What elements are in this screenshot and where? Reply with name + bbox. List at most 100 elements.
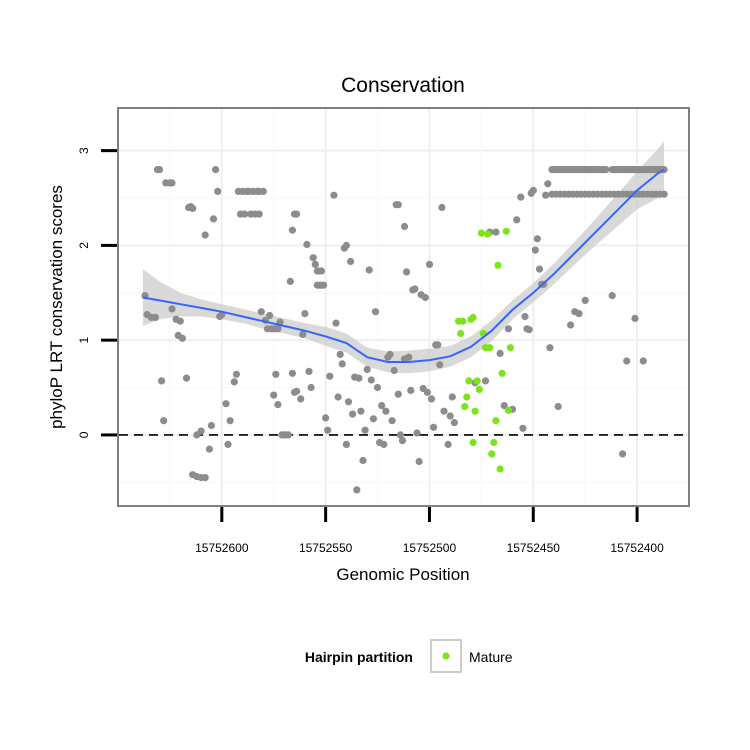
data-point (272, 370, 280, 378)
data-point (305, 367, 313, 375)
data-point (347, 257, 355, 266)
mature-point (469, 438, 477, 447)
data-point (226, 417, 234, 425)
grid-lines (119, 109, 688, 505)
data-point (365, 266, 373, 274)
data-point (224, 440, 232, 448)
mature-point (465, 377, 473, 385)
data-point (284, 431, 292, 439)
mature-point (471, 407, 479, 415)
data-point (371, 308, 380, 316)
data-point (533, 235, 542, 243)
data-point (446, 412, 454, 420)
data-point (197, 427, 205, 435)
data-point (546, 344, 554, 352)
data-point (293, 387, 301, 395)
data-point (342, 241, 350, 249)
legend-title: Hairpin partition (305, 649, 413, 665)
y-tick-label: 1 (77, 337, 91, 344)
data-point (232, 370, 240, 378)
mature-point (461, 402, 469, 411)
data-point (403, 268, 411, 276)
data-point (411, 285, 419, 293)
data-point (309, 254, 317, 262)
data-point (286, 277, 294, 285)
data-point (529, 186, 537, 194)
data-point (492, 228, 500, 236)
data-point (531, 246, 539, 254)
data-point (394, 201, 402, 209)
mature-point (473, 377, 481, 385)
mature-point (469, 313, 477, 321)
data-point (380, 440, 388, 448)
data-point (330, 191, 338, 199)
data-point (361, 426, 369, 434)
data-point (353, 486, 361, 494)
mature-point (490, 438, 498, 447)
x-axis-label: Genomic Position (336, 565, 469, 584)
data-point (342, 440, 350, 448)
data-point (517, 193, 525, 201)
data-point (324, 426, 332, 434)
legend-key-mature (442, 652, 450, 660)
data-point (270, 391, 278, 399)
data-point (322, 414, 330, 422)
data-point (212, 166, 220, 174)
data-point (500, 402, 508, 410)
data-point (396, 431, 404, 439)
data-point (363, 365, 371, 374)
data-point (274, 325, 282, 333)
data-point (207, 421, 215, 430)
data-point (631, 314, 639, 322)
data-point (535, 265, 544, 273)
data-point (297, 395, 305, 403)
data-point (151, 313, 159, 321)
x-tick-label: 15752400 (610, 541, 664, 555)
legend-label-mature: Mature (469, 649, 513, 665)
data-point (168, 179, 176, 187)
mature-point (459, 317, 467, 325)
data-point (496, 349, 504, 357)
mature-point (502, 227, 510, 235)
data-point (405, 353, 413, 361)
data-point (257, 308, 265, 316)
data-point (373, 383, 382, 392)
data-point (369, 415, 377, 423)
data-point (332, 319, 340, 327)
data-point (434, 341, 442, 349)
data-point (307, 383, 315, 392)
data-point (299, 330, 307, 339)
data-point (438, 203, 446, 212)
data-point (355, 374, 363, 382)
mature-point (475, 385, 483, 393)
data-point (513, 216, 521, 224)
mature-point (504, 406, 512, 414)
data-point (388, 417, 396, 425)
data-point (542, 191, 550, 199)
data-point (421, 293, 429, 302)
mature-point (484, 230, 492, 238)
data-point (317, 267, 326, 275)
data-point (274, 401, 282, 409)
data-point (205, 445, 213, 453)
data-point (176, 317, 184, 325)
legend: Hairpin partition Mature (305, 639, 513, 673)
data-point (581, 296, 589, 304)
y-tick-label: 3 (77, 147, 91, 154)
mature-point (486, 344, 494, 352)
data-point (430, 423, 438, 431)
data-point (255, 210, 263, 218)
data-point (336, 350, 344, 358)
data-point (425, 260, 434, 268)
data-point (367, 376, 375, 384)
data-point (241, 210, 249, 218)
data-point (386, 350, 394, 358)
data-point (378, 402, 386, 410)
data-point (168, 305, 176, 313)
data-point (160, 417, 168, 425)
mature-point (488, 450, 496, 458)
data-point (334, 393, 342, 401)
data-point (182, 374, 191, 382)
smooth-trend-line (142, 168, 665, 363)
data-point (436, 361, 444, 369)
